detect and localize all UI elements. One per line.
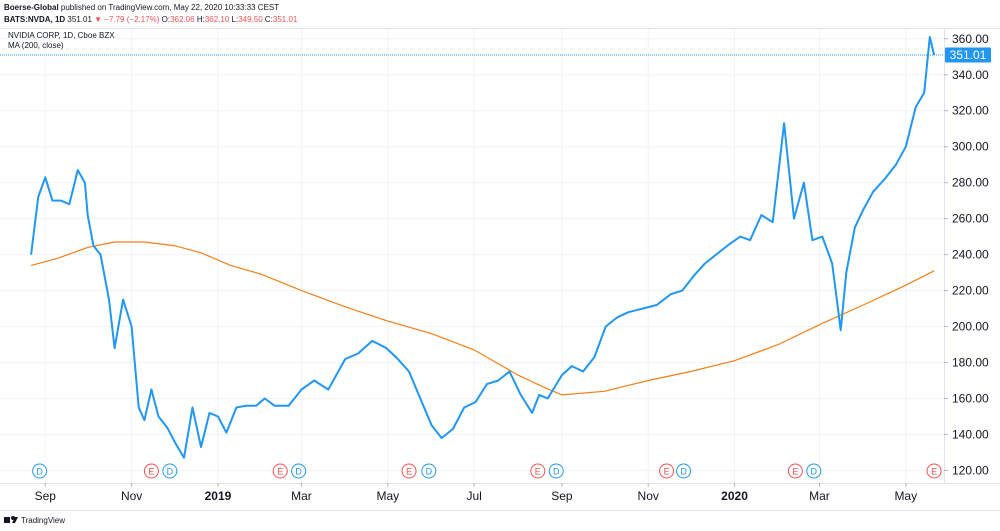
y-tick-label: 200.00: [952, 320, 989, 334]
x-tick-label: Mar: [809, 489, 830, 503]
event-marker-circle: [401, 463, 417, 479]
event-marker-circle: [787, 463, 803, 479]
event-marker-circle: [926, 463, 942, 479]
tradingview-brand: TradingView: [21, 515, 66, 525]
earnings-marker[interactable]: E: [659, 463, 675, 479]
event-marker-label: D: [680, 467, 687, 477]
event-marker-circle: [548, 463, 564, 479]
moving-average-line[interactable]: [30, 241, 935, 396]
y-tick-label: 120.00: [952, 463, 989, 477]
event-marker-circle: [530, 463, 546, 479]
earnings-marker[interactable]: E: [272, 463, 288, 479]
symbol-label: BATS:NVDA, 1D: [4, 15, 66, 24]
event-marker-label: D: [426, 467, 433, 477]
earnings-marker[interactable]: E: [926, 463, 942, 479]
event-marker-label: E: [277, 467, 283, 477]
event-marker-label: E: [664, 467, 670, 477]
last-price-label: 351.01: [950, 48, 987, 62]
event-marker-label: E: [792, 467, 798, 477]
event-marker-label: E: [931, 467, 937, 477]
time-axis: Sep Nov 2019 Mar May Jul Sep Nov 2020 Mar May: [35, 483, 917, 503]
close-value: 351.01: [272, 15, 298, 24]
y-tick-label: 140.00: [952, 427, 989, 441]
close-label: C:: [264, 15, 273, 24]
x-tick-label: Sep: [551, 489, 573, 503]
y-tick-label: 160.00: [952, 391, 989, 405]
event-marker-label: D: [167, 467, 174, 477]
event-marker-label: D: [553, 467, 560, 477]
y-tick-label: 180.00: [952, 356, 989, 370]
x-tick-label: May: [894, 489, 917, 503]
event-marker-circle: [806, 463, 822, 479]
x-tick-label: May: [376, 489, 399, 503]
x-tick-label: 2020: [721, 489, 748, 503]
earnings-marker[interactable]: E: [787, 463, 803, 479]
dividend-marker[interactable]: D: [676, 463, 692, 479]
last-price-tag: 351.01: [945, 47, 991, 63]
high-label: H:: [196, 15, 205, 24]
chart-legend-title: NVIDIA CORP, 1D, Cboe BZX: [8, 31, 115, 40]
last-price-text: 351.01: [67, 15, 92, 24]
dividend-marker[interactable]: D: [421, 463, 437, 479]
x-tick-label: Nov: [638, 489, 659, 503]
published-text: published on TradingView.com, May 22, 20…: [58, 3, 280, 12]
event-marker-circle: [162, 463, 178, 479]
dividend-marker[interactable]: D: [162, 463, 178, 479]
event-marker-circle: [143, 463, 159, 479]
low-value: 349.50: [238, 15, 263, 24]
tradingview-icon: [4, 516, 18, 523]
y-tick-label: 280.00: [952, 176, 989, 190]
symbol-line: BATS:NVDA, 1D 351.01 ▼ −7.79 (−2.17%) O:…: [4, 14, 297, 26]
y-tick-label: 220.00: [952, 284, 989, 298]
y-tick-label: 240.00: [952, 248, 989, 262]
x-tick-label: Nov: [121, 489, 142, 503]
chart-grid: [0, 28, 944, 483]
price-change: ▼ −7.79 (−2.17%): [94, 15, 160, 24]
dividend-marker[interactable]: D: [548, 463, 564, 479]
low-label: L:: [231, 15, 239, 24]
earnings-marker[interactable]: E: [143, 463, 159, 479]
y-tick-label: 360.00: [952, 32, 989, 46]
chart-legend-indicator: MA (200, close): [8, 41, 64, 50]
dividend-marker[interactable]: D: [32, 463, 48, 479]
chart-header: Boerse-Global published on TradingView.c…: [4, 2, 297, 26]
publisher-name[interactable]: Boerse-Global: [4, 3, 59, 12]
y-tick-label: 320.00: [952, 104, 989, 118]
open-value: 362.06: [170, 15, 195, 24]
event-marker-circle: [659, 463, 675, 479]
publisher-line: Boerse-Global published on TradingView.c…: [4, 2, 297, 14]
y-tick-label: 260.00: [952, 212, 989, 226]
dividend-marker[interactable]: D: [291, 463, 307, 479]
event-marker-label: E: [148, 467, 154, 477]
event-marker-circle: [676, 463, 692, 479]
event-marker-label: D: [36, 467, 43, 477]
open-label: O:: [161, 15, 171, 24]
price-line[interactable]: [30, 36, 936, 459]
event-marker-label: D: [811, 467, 818, 477]
event-marker-circle: [272, 463, 288, 479]
event-marker-label: E: [406, 467, 412, 477]
event-marker-circle: [32, 463, 48, 479]
x-tick-label: 2019: [205, 489, 232, 503]
y-tick-label: 340.00: [952, 68, 989, 82]
high-value: 362.10: [204, 15, 230, 24]
y-tick-label: 300.00: [952, 140, 989, 154]
x-tick-label: Mar: [291, 489, 312, 503]
event-marker-circle: [291, 463, 307, 479]
dividend-marker[interactable]: D: [806, 463, 822, 479]
tradingview-logo[interactable]: TradingView: [4, 515, 65, 525]
event-marker-circle: [421, 463, 437, 479]
price-axis: 120.00 140.00 160.00 180.00 200.00 220.00 240.…: [944, 32, 989, 477]
earnings-marker[interactable]: E: [401, 463, 417, 479]
event-marker-label: E: [535, 467, 541, 477]
earnings-marker[interactable]: E: [530, 463, 546, 479]
event-marker-label: D: [295, 467, 302, 477]
x-tick-label: Sep: [35, 489, 57, 503]
x-tick-label: Jul: [466, 489, 481, 503]
